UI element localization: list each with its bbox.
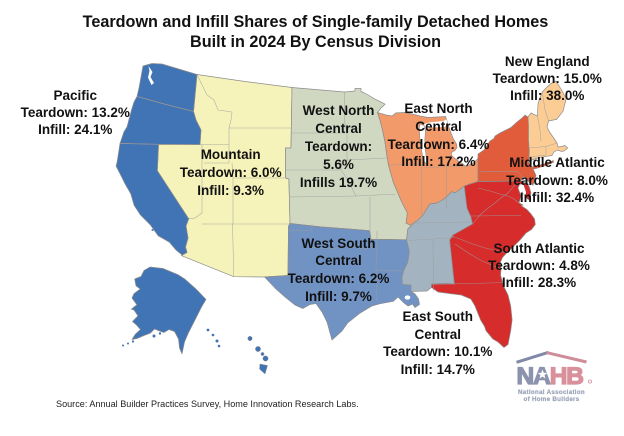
svg-text:NAHB: NAHB	[517, 363, 584, 390]
svg-text:of Home Builders: of Home Builders	[523, 396, 579, 403]
svg-text:National Association: National Association	[518, 389, 585, 396]
